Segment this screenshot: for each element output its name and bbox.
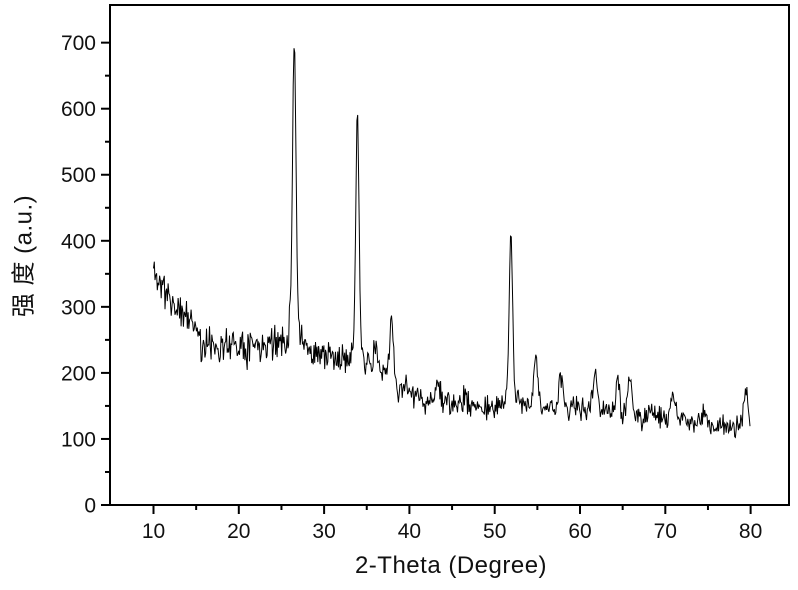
x-tick-label: 40 [398, 520, 421, 543]
x-tick-label: 50 [483, 520, 506, 543]
y-axis-label: 强 度 (a.u.) [10, 194, 38, 318]
x-tick-label: 80 [739, 520, 762, 543]
y-tick-label: 0 [84, 495, 96, 518]
x-tick-label: 30 [312, 520, 335, 543]
y-tick-label: 100 [61, 428, 96, 451]
xrd-trace [153, 48, 751, 439]
y-tick-label: 700 [61, 32, 96, 55]
x-tick-label: 20 [227, 520, 250, 543]
y-tick-label: 500 [61, 164, 96, 187]
y-tick-label: 300 [61, 296, 96, 319]
y-tick-label: 200 [61, 362, 96, 385]
y-tick-label: 600 [61, 98, 96, 121]
x-tick-label: 70 [654, 520, 677, 543]
x-axis-label: 2-Theta (Degree) [354, 552, 548, 579]
x-tick-label: 10 [142, 520, 165, 543]
x-tick-label: 60 [568, 520, 591, 543]
plot-border [109, 4, 790, 506]
y-tick-label: 400 [61, 230, 96, 253]
